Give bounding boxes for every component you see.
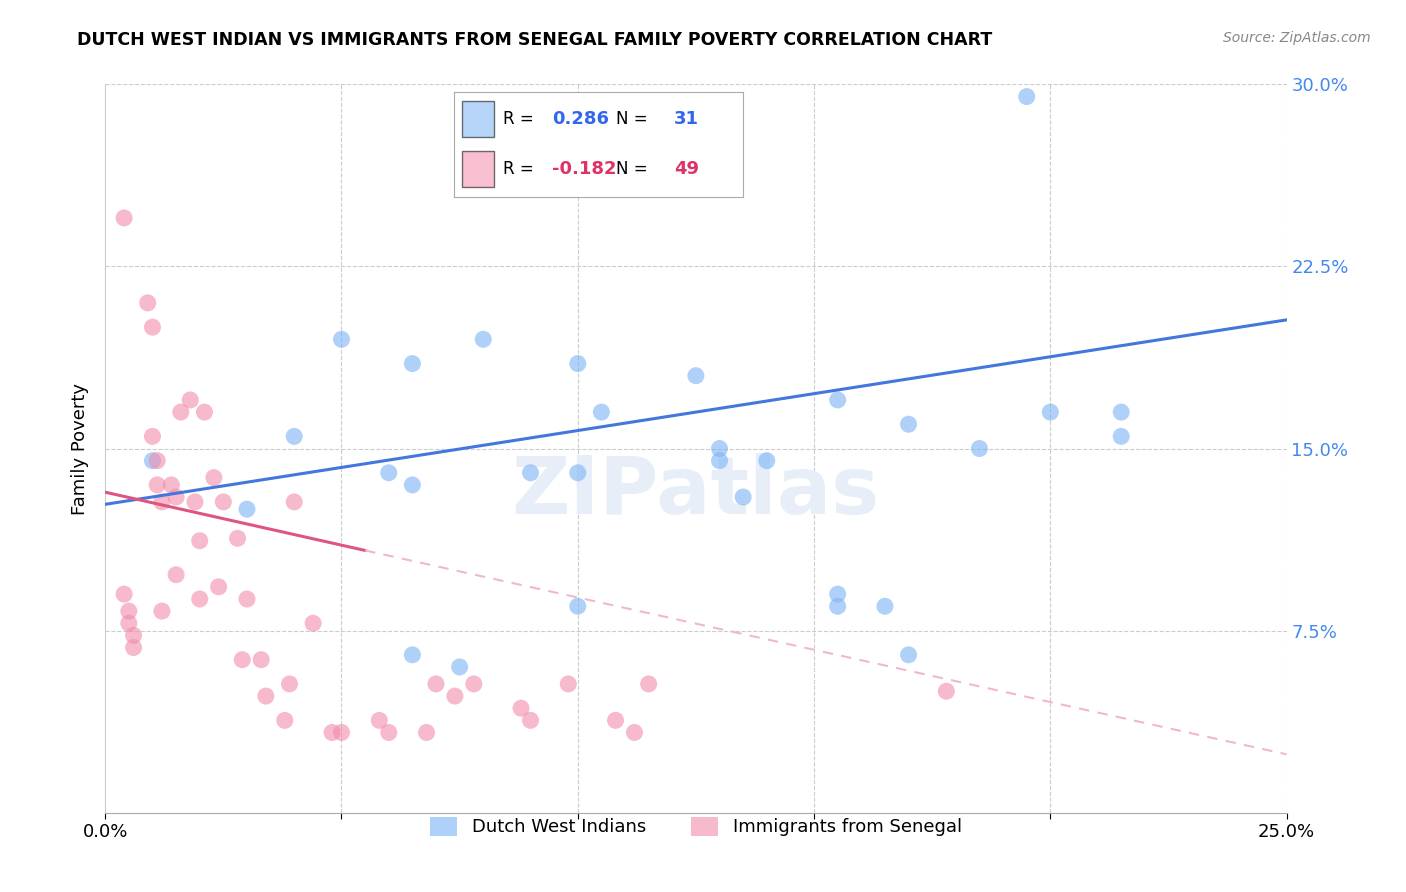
Point bbox=[188, 533, 211, 548]
Point bbox=[591, 405, 613, 419]
Text: DUTCH WEST INDIAN VS IMMIGRANTS FROM SENEGAL FAMILY POVERTY CORRELATION CHART: DUTCH WEST INDIAN VS IMMIGRANTS FROM SEN… bbox=[77, 31, 993, 49]
Point bbox=[146, 478, 169, 492]
Point bbox=[112, 587, 135, 601]
Point bbox=[1109, 405, 1132, 419]
Point bbox=[755, 453, 778, 467]
Point bbox=[519, 714, 541, 728]
Point bbox=[377, 466, 399, 480]
Text: Source: ZipAtlas.com: Source: ZipAtlas.com bbox=[1223, 31, 1371, 45]
Point bbox=[557, 677, 579, 691]
Point bbox=[444, 689, 467, 703]
Point bbox=[170, 405, 193, 419]
Point bbox=[179, 392, 201, 407]
Point bbox=[827, 587, 849, 601]
Point bbox=[1109, 429, 1132, 443]
Point bbox=[250, 653, 273, 667]
Point bbox=[112, 211, 135, 225]
Point bbox=[401, 648, 423, 662]
Point bbox=[278, 677, 301, 691]
Point bbox=[231, 653, 253, 667]
Point bbox=[733, 490, 755, 504]
Point bbox=[969, 442, 991, 456]
Point bbox=[897, 648, 920, 662]
Point bbox=[897, 417, 920, 432]
Point bbox=[207, 580, 229, 594]
Point bbox=[637, 677, 659, 691]
Point bbox=[184, 495, 207, 509]
Point bbox=[188, 592, 211, 607]
Point bbox=[226, 531, 249, 545]
Point bbox=[160, 478, 183, 492]
Point bbox=[449, 660, 471, 674]
Point bbox=[236, 592, 259, 607]
Point bbox=[193, 405, 215, 419]
Point bbox=[401, 478, 423, 492]
Point bbox=[685, 368, 707, 383]
Point bbox=[212, 495, 235, 509]
Point bbox=[827, 392, 849, 407]
Point bbox=[330, 725, 353, 739]
Y-axis label: Family Poverty: Family Poverty bbox=[72, 383, 89, 515]
Point bbox=[202, 470, 225, 484]
Point bbox=[165, 567, 187, 582]
Point bbox=[150, 604, 173, 618]
Point bbox=[415, 725, 437, 739]
Point bbox=[567, 466, 589, 480]
Point bbox=[425, 677, 447, 691]
Point bbox=[254, 689, 277, 703]
Point bbox=[283, 429, 305, 443]
Point bbox=[302, 616, 325, 631]
Point bbox=[118, 604, 141, 618]
Point bbox=[935, 684, 957, 698]
Point bbox=[330, 332, 353, 346]
Point bbox=[136, 296, 159, 310]
Point bbox=[827, 599, 849, 614]
Point bbox=[118, 616, 141, 631]
Point bbox=[1039, 405, 1062, 419]
Point bbox=[141, 453, 163, 467]
Point bbox=[472, 332, 495, 346]
Point bbox=[519, 466, 541, 480]
Point bbox=[873, 599, 896, 614]
Point bbox=[567, 357, 589, 371]
Point bbox=[1015, 89, 1038, 103]
Point bbox=[274, 714, 297, 728]
Point bbox=[709, 442, 731, 456]
Point bbox=[141, 429, 163, 443]
Point bbox=[463, 677, 485, 691]
Point bbox=[122, 640, 145, 655]
Point bbox=[150, 495, 173, 509]
Point bbox=[368, 714, 391, 728]
Point bbox=[709, 453, 731, 467]
Point bbox=[567, 599, 589, 614]
Point bbox=[605, 714, 627, 728]
Point bbox=[122, 628, 145, 642]
Point bbox=[510, 701, 533, 715]
Legend: Dutch West Indians, Immigrants from Senegal: Dutch West Indians, Immigrants from Sene… bbox=[423, 810, 969, 844]
Point bbox=[283, 495, 305, 509]
Point bbox=[401, 357, 423, 371]
Point bbox=[321, 725, 343, 739]
Point bbox=[141, 320, 163, 334]
Text: ZIPatlas: ZIPatlas bbox=[512, 453, 880, 532]
Point bbox=[165, 490, 187, 504]
Point bbox=[377, 725, 399, 739]
Point bbox=[146, 453, 169, 467]
Point bbox=[236, 502, 259, 516]
Point bbox=[623, 725, 645, 739]
